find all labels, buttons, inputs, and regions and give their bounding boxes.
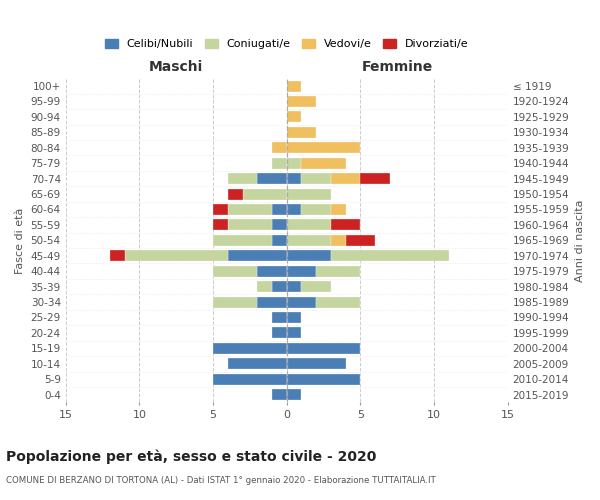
Bar [257,296,287,308]
Legend: Celibi/Nubili, Coniugati/e, Vedovi/e, Divorziati/e: Celibi/Nubili, Coniugati/e, Vedovi/e, Di… [104,38,469,50]
Bar [331,220,361,230]
Bar [125,250,228,262]
Bar [242,188,287,200]
Bar [287,389,301,400]
Bar [287,235,331,246]
Bar [301,173,331,184]
Bar [287,328,301,338]
Y-axis label: Fasce di età: Fasce di età [15,207,25,274]
Bar [301,204,331,215]
Bar [361,173,390,184]
Bar [257,173,287,184]
Bar [287,266,316,277]
Bar [346,235,375,246]
Bar [272,204,287,215]
Bar [287,204,301,215]
Bar [257,266,287,277]
Bar [287,173,301,184]
Bar [287,158,301,169]
Bar [301,281,331,292]
Bar [287,374,361,385]
Bar [331,173,361,184]
Bar [331,235,346,246]
Bar [287,250,331,262]
Bar [272,281,287,292]
Bar [213,220,228,230]
Y-axis label: Anni di nascita: Anni di nascita [575,199,585,281]
Bar [287,112,301,122]
Bar [213,374,287,385]
Bar [301,158,346,169]
Bar [228,220,272,230]
Bar [272,220,287,230]
Bar [228,358,287,370]
Bar [213,343,287,354]
Bar [228,204,272,215]
Bar [272,328,287,338]
Bar [228,173,257,184]
Bar [213,235,272,246]
Bar [213,204,228,215]
Bar [316,296,361,308]
Bar [272,142,287,154]
Bar [272,389,287,400]
Bar [287,220,331,230]
Bar [287,127,316,138]
Bar [257,281,272,292]
Text: Femmine: Femmine [362,60,433,74]
Bar [316,266,361,277]
Bar [272,235,287,246]
Bar [287,296,316,308]
Bar [272,312,287,323]
Text: Popolazione per età, sesso e stato civile - 2020: Popolazione per età, sesso e stato civil… [6,450,376,464]
Bar [213,296,257,308]
Bar [287,343,361,354]
Bar [213,266,257,277]
Bar [110,250,125,262]
Bar [287,281,301,292]
Bar [331,250,449,262]
Bar [272,158,287,169]
Text: COMUNE DI BERZANO DI TORTONA (AL) - Dati ISTAT 1° gennaio 2020 - Elaborazione TU: COMUNE DI BERZANO DI TORTONA (AL) - Dati… [6,476,436,485]
Bar [287,312,301,323]
Bar [287,358,346,370]
Bar [287,142,361,154]
Bar [331,204,346,215]
Bar [287,80,301,92]
Bar [287,188,331,200]
Bar [228,250,287,262]
Text: Maschi: Maschi [149,60,203,74]
Bar [228,188,242,200]
Bar [287,96,316,107]
